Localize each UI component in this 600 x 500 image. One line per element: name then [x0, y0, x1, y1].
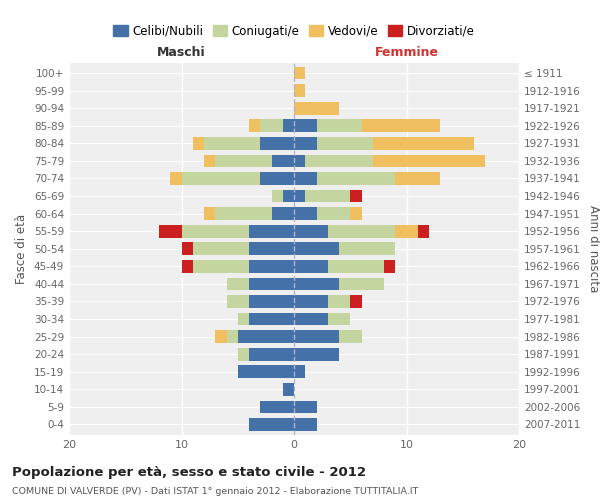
Y-axis label: Anni di nascita: Anni di nascita — [587, 205, 600, 292]
Bar — [249, 260, 294, 272]
Bar — [317, 137, 373, 149]
Bar — [294, 348, 339, 360]
Bar — [227, 295, 249, 308]
Bar — [283, 190, 294, 202]
Bar — [294, 102, 339, 115]
Bar — [249, 348, 294, 360]
Bar — [260, 137, 294, 149]
Bar — [182, 242, 193, 255]
Bar — [238, 330, 294, 343]
Bar — [294, 120, 317, 132]
Bar — [294, 278, 339, 290]
Bar — [294, 312, 328, 326]
Bar — [283, 120, 294, 132]
Bar — [350, 208, 361, 220]
Bar — [294, 225, 328, 237]
Bar — [328, 295, 350, 308]
Bar — [294, 242, 339, 255]
Bar — [373, 154, 485, 167]
Bar — [271, 154, 294, 167]
Bar — [328, 225, 395, 237]
Bar — [339, 330, 361, 343]
Text: COMUNE DI VALVERDE (PV) - Dati ISTAT 1° gennaio 2012 - Elaborazione TUTTITALIA.I: COMUNE DI VALVERDE (PV) - Dati ISTAT 1° … — [12, 488, 418, 496]
Bar — [317, 172, 395, 185]
Bar — [204, 154, 215, 167]
Bar — [294, 366, 305, 378]
Bar — [373, 137, 474, 149]
Bar — [395, 172, 440, 185]
Bar — [249, 242, 294, 255]
Bar — [294, 330, 339, 343]
Bar — [418, 225, 429, 237]
Bar — [294, 418, 317, 431]
Bar — [384, 260, 395, 272]
Bar — [249, 295, 294, 308]
Bar — [238, 348, 249, 360]
Bar — [294, 172, 317, 185]
Bar — [182, 260, 193, 272]
Bar — [283, 383, 294, 396]
Bar — [328, 260, 384, 272]
Text: Popolazione per età, sesso e stato civile - 2012: Popolazione per età, sesso e stato civil… — [12, 466, 366, 479]
Bar — [249, 418, 294, 431]
Bar — [294, 66, 305, 80]
Bar — [249, 312, 294, 326]
Bar — [339, 278, 384, 290]
Bar — [215, 330, 227, 343]
Bar — [204, 208, 215, 220]
Text: Femmine: Femmine — [374, 46, 439, 59]
Bar — [350, 295, 361, 308]
Bar — [317, 208, 350, 220]
Bar — [271, 208, 294, 220]
Bar — [170, 172, 182, 185]
Legend: Celibi/Nubili, Coniugati/e, Vedovi/e, Divorziati/e: Celibi/Nubili, Coniugati/e, Vedovi/e, Di… — [109, 20, 479, 42]
Bar — [182, 172, 260, 185]
Bar — [193, 242, 249, 255]
Bar — [204, 137, 260, 149]
Bar — [305, 154, 373, 167]
Bar — [294, 154, 305, 167]
Bar — [193, 260, 249, 272]
Bar — [249, 120, 260, 132]
Bar — [260, 172, 294, 185]
Text: Maschi: Maschi — [157, 46, 206, 59]
Bar — [271, 190, 283, 202]
Bar — [294, 208, 317, 220]
Bar — [350, 190, 361, 202]
Bar — [294, 260, 328, 272]
Y-axis label: Fasce di età: Fasce di età — [16, 214, 28, 284]
Bar — [305, 190, 350, 202]
Bar — [249, 278, 294, 290]
Bar — [328, 312, 350, 326]
Bar — [395, 225, 418, 237]
Bar — [339, 242, 395, 255]
Bar — [193, 137, 204, 149]
Bar — [238, 312, 249, 326]
Bar — [215, 154, 271, 167]
Bar — [294, 400, 317, 413]
Bar — [227, 278, 249, 290]
Bar — [294, 84, 305, 97]
Bar — [260, 400, 294, 413]
Bar — [215, 208, 271, 220]
Bar — [249, 225, 294, 237]
Bar — [317, 120, 361, 132]
Bar — [227, 330, 238, 343]
Bar — [361, 120, 440, 132]
Bar — [294, 295, 328, 308]
Bar — [260, 120, 283, 132]
Bar — [294, 137, 317, 149]
Bar — [238, 366, 294, 378]
Bar — [294, 190, 305, 202]
Bar — [182, 225, 249, 237]
Bar — [159, 225, 182, 237]
